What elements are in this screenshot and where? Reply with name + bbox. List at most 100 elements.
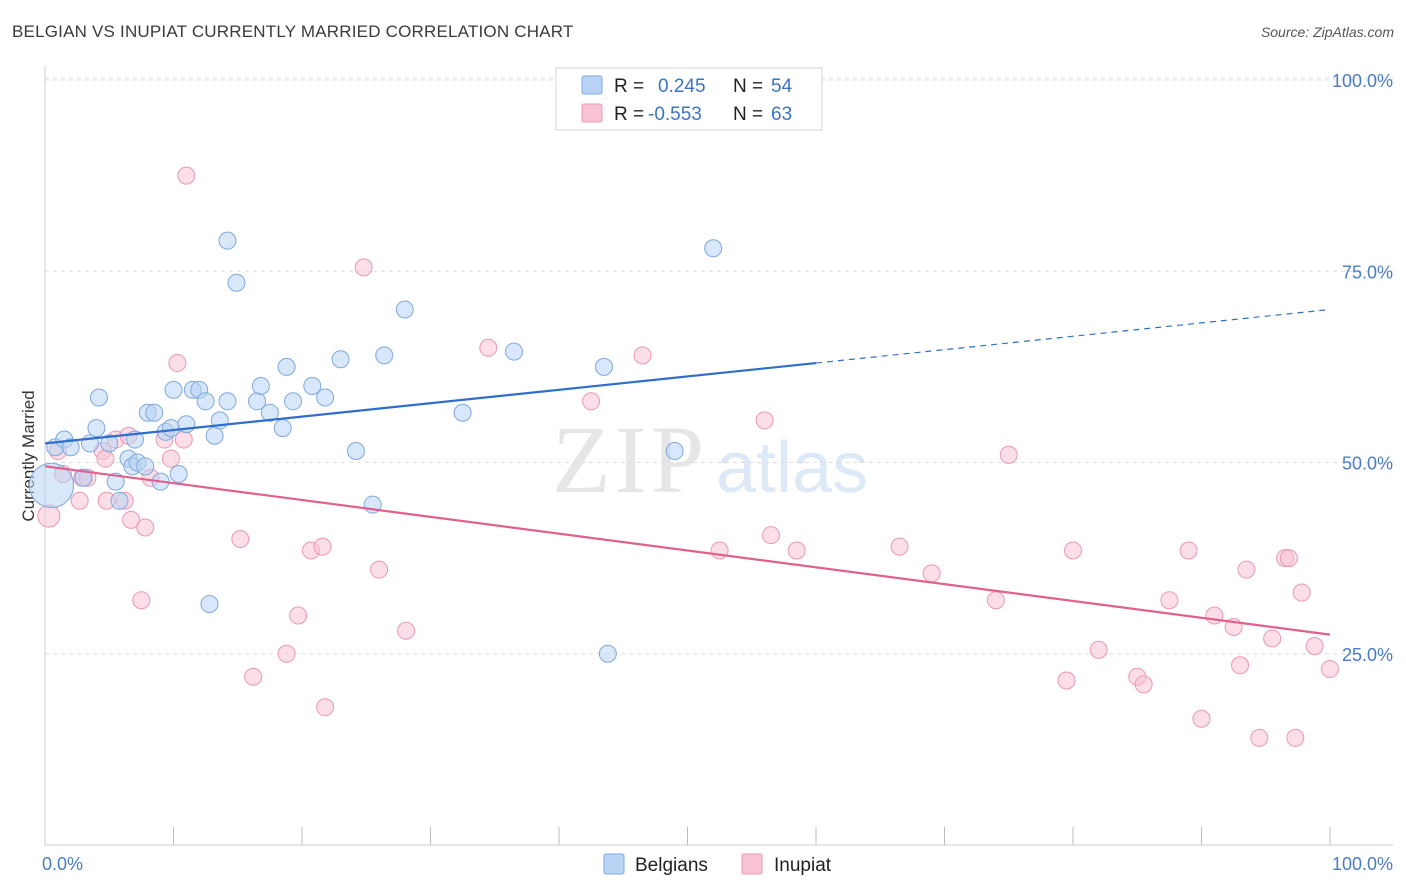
belgians-point (594, 357, 613, 376)
inupiat-point (999, 445, 1018, 464)
inupiat-point (37, 504, 61, 528)
bottom-legend-swatch-belgians (603, 853, 625, 875)
correlation-legend: R = 0.245 N = 54 R = -0.553 N = 63 (555, 67, 823, 131)
inupiat-point (1321, 660, 1339, 679)
series-legend: Belgians Inupiat (603, 853, 832, 876)
inupiat-point (1179, 541, 1198, 560)
legend-swatch-belgians (581, 75, 603, 95)
belgians-point (28, 462, 75, 509)
inupiat-point (136, 518, 155, 537)
inupiat-point (177, 166, 196, 185)
belgians-point (89, 388, 108, 407)
inupiat-point (244, 667, 263, 686)
belgians-point (100, 434, 119, 453)
inupiat-point (277, 644, 296, 663)
inupiat-point (922, 564, 941, 583)
x-tick-label-end: 100.0% (1332, 854, 1393, 874)
belgians-point (169, 464, 188, 483)
belgians-point (260, 403, 279, 422)
bottom-legend-label-inupiat: Inupiat (774, 855, 832, 876)
series-belgians-points (28, 231, 723, 663)
inupiat-point (986, 591, 1005, 610)
y-tick-labels: 25.0% 50.0% 75.0% 100.0% (1332, 71, 1393, 665)
belgians-point (277, 357, 296, 376)
inupiat-point (96, 449, 115, 468)
belgians-point (87, 419, 106, 438)
legend-r-value-inupiat: -0.553 (648, 104, 702, 125)
inupiat-point (1292, 583, 1311, 602)
belgians-point (505, 342, 524, 361)
belgians-point (316, 388, 335, 407)
inupiat-point (132, 591, 151, 610)
inupiat-point (231, 530, 250, 548)
bottom-legend-swatch-inupiat (741, 853, 763, 875)
inupiat-point (1231, 656, 1250, 675)
legend-swatch-inupiat (581, 103, 603, 123)
inupiat-point (1286, 728, 1305, 747)
belgians-point (665, 442, 684, 461)
belgians-point (200, 595, 219, 614)
source-credit: Source: ZipAtlas.com (1260, 24, 1394, 40)
belgians-trend-extension (815, 308, 1331, 364)
inupiat-point (787, 541, 806, 560)
legend-n-value-inupiat: 63 (771, 104, 792, 125)
legend-n-label-belgians: N = (733, 76, 763, 97)
legend-r-label-belgians: R = (614, 76, 644, 97)
inupiat-point (1160, 591, 1179, 610)
trend-lines (44, 308, 1331, 636)
axes (44, 66, 1393, 846)
legend-n-value-belgians: 54 (771, 76, 793, 97)
inupiat-point (1263, 629, 1282, 648)
belgians-point (598, 644, 617, 663)
inupiat-point (1057, 671, 1076, 690)
belgians-point (196, 392, 215, 411)
belgians-point (106, 472, 125, 491)
inupiat-point (890, 537, 909, 556)
belgians-point (303, 377, 322, 395)
inupiat-point (762, 526, 781, 545)
inupiat-point (1250, 728, 1269, 747)
belgians-point (74, 468, 93, 487)
inupiat-point (1279, 549, 1298, 568)
belgians-point (218, 392, 237, 411)
belgians-point (227, 273, 246, 292)
inupiat-point (633, 346, 652, 365)
belgians-point (136, 457, 155, 476)
y-tick-label: 50.0% (1342, 454, 1393, 474)
belgians-point (205, 426, 224, 445)
belgians-point (145, 403, 164, 422)
belgians-point (453, 403, 472, 422)
y-tick-label: 75.0% (1342, 262, 1393, 282)
legend-n-label-inupiat: N = (733, 104, 763, 125)
bottom-legend-label-belgians: Belgians (635, 855, 708, 876)
grid-lines (45, 77, 1393, 655)
inupiat-point (168, 354, 187, 373)
belgians-point (164, 380, 183, 399)
belgians-point (218, 231, 237, 250)
inupiat-point (1205, 606, 1224, 625)
belgians-point (273, 419, 292, 438)
y-tick-label: 100.0% (1332, 71, 1393, 91)
inupiat-point (1305, 637, 1324, 656)
belgians-point (331, 350, 350, 369)
belgians-point (375, 346, 394, 365)
y-tick-label: 25.0% (1342, 645, 1393, 665)
inupiat-point (1237, 560, 1256, 579)
inupiat-point (316, 698, 335, 717)
y-axis-label: Currently Married (19, 390, 38, 521)
belgians-trend-line (44, 361, 817, 445)
inupiat-point (161, 449, 180, 468)
belgians-point (704, 239, 723, 258)
belgians-point (395, 300, 414, 319)
inupiat-point (1089, 640, 1108, 659)
inupiat-point (479, 338, 498, 357)
inupiat-point (1192, 709, 1211, 728)
inupiat-trend-line (44, 465, 1331, 636)
belgians-point (110, 491, 129, 510)
belgians-point (346, 442, 365, 461)
inupiat-point (1064, 541, 1082, 560)
inupiat-point (397, 621, 416, 640)
watermark-zip: ZIP (552, 406, 708, 513)
inupiat-point (582, 392, 601, 411)
